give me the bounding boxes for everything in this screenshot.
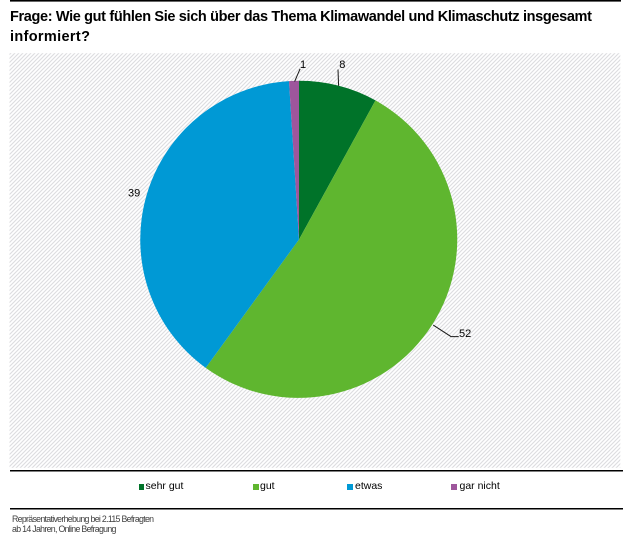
svg-text:8: 8 [339, 59, 345, 71]
svg-text:1: 1 [300, 59, 306, 71]
svg-text:52: 52 [459, 328, 471, 340]
svg-text:39: 39 [128, 188, 140, 200]
